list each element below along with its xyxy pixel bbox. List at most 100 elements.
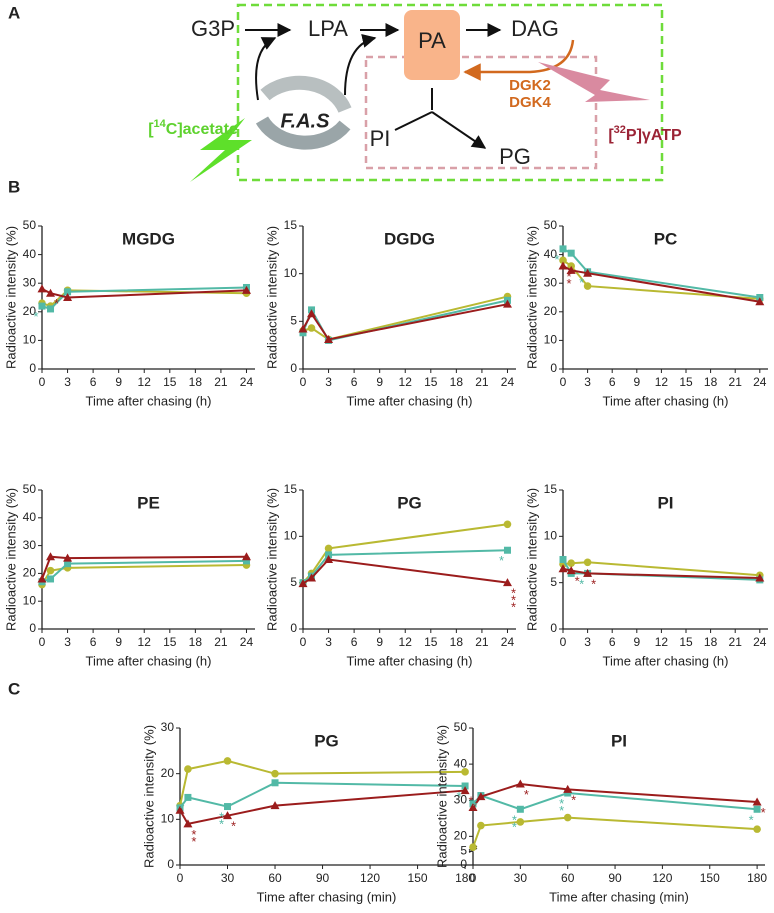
mark-char: * bbox=[472, 799, 477, 814]
x-tick-label: 9 bbox=[376, 375, 383, 389]
point bbox=[47, 575, 55, 583]
mark-char: * bbox=[749, 813, 754, 828]
point bbox=[63, 553, 73, 562]
mark-char: * bbox=[559, 803, 564, 818]
significance-mark: * bbox=[231, 819, 236, 834]
point bbox=[242, 557, 250, 565]
node-label: PI bbox=[370, 126, 391, 151]
pa-box bbox=[404, 10, 460, 80]
point bbox=[559, 256, 567, 265]
series-line bbox=[41, 288, 247, 299]
significance-mark: * bbox=[472, 799, 477, 814]
x-axis-label: Time after chasing (h) bbox=[347, 393, 473, 408]
node-label: G3P bbox=[191, 16, 235, 41]
point bbox=[515, 779, 525, 788]
diagram: A G3P LPA PA DAG PI PG F.A.S [14C]acetat… bbox=[8, 3, 682, 182]
chart: 0 10 20 30 40 50 0 3 6 9 12 15 18 21 24 Time after chas… bbox=[3, 218, 255, 408]
x-tick-label: 18 bbox=[450, 635, 464, 649]
x-tick-label: 30 bbox=[221, 871, 235, 885]
y-tick-label: 30 bbox=[161, 720, 175, 734]
x-tick-label: 24 bbox=[753, 375, 767, 389]
y-tick-label: 20 bbox=[454, 829, 468, 843]
x-tick-label: 9 bbox=[115, 635, 122, 649]
significance-mark: * bbox=[571, 793, 576, 808]
mark-char: * bbox=[191, 827, 196, 842]
x-tick-label: 18 bbox=[450, 375, 464, 389]
point bbox=[38, 302, 46, 310]
x-tick-label: 15 bbox=[424, 635, 438, 649]
y-tick-label: 40 bbox=[23, 510, 37, 524]
y-tick-label: 15 bbox=[284, 482, 298, 496]
point bbox=[583, 282, 592, 290]
x-tick-label: 21 bbox=[214, 375, 228, 389]
x-tick-label: 6 bbox=[609, 375, 616, 389]
x-tick-label: 30 bbox=[514, 871, 528, 885]
point bbox=[461, 782, 469, 790]
point bbox=[469, 843, 477, 851]
x-tick-label: 120 bbox=[360, 871, 380, 885]
arrow bbox=[255, 37, 277, 101]
y-tick-label: 5 bbox=[290, 575, 297, 589]
point bbox=[566, 566, 576, 575]
point bbox=[324, 334, 334, 343]
point bbox=[583, 268, 593, 277]
point bbox=[583, 568, 593, 577]
x-axis-label: Time after chasing (h) bbox=[86, 393, 212, 408]
mark-char: * bbox=[511, 600, 516, 615]
series-line bbox=[562, 265, 760, 303]
point bbox=[63, 293, 73, 301]
text-part: [ bbox=[148, 121, 154, 138]
point bbox=[270, 801, 280, 810]
dgk-label: DGK4 bbox=[509, 94, 551, 111]
y-tick-label: 50 bbox=[454, 720, 468, 734]
point bbox=[558, 261, 568, 270]
y-tick-label: 10 bbox=[161, 812, 175, 826]
significance-mark: ** bbox=[512, 813, 517, 835]
x-tick-label: 15 bbox=[163, 635, 177, 649]
point bbox=[558, 564, 568, 573]
x-tick-label: 6 bbox=[609, 635, 616, 649]
point bbox=[224, 803, 232, 811]
series-line bbox=[472, 791, 758, 811]
x-tick-label: 24 bbox=[240, 375, 254, 389]
x-tick-label: 24 bbox=[753, 635, 767, 649]
point bbox=[503, 546, 511, 554]
node-label: PG bbox=[499, 144, 531, 169]
dgk-arrow bbox=[463, 39, 575, 81]
y-tick-label: 30 bbox=[23, 275, 37, 289]
x-tick-label: 0 bbox=[470, 871, 477, 885]
x-tick-label: 21 bbox=[475, 375, 489, 389]
x-axis-label: Time after chasing (min) bbox=[549, 889, 689, 904]
x-tick-label: 0 bbox=[39, 635, 46, 649]
mark-char: * bbox=[512, 813, 517, 828]
significance-mark: ** bbox=[559, 796, 564, 818]
mark-char: * bbox=[575, 574, 580, 589]
mark-char: * bbox=[499, 554, 504, 569]
series-line bbox=[302, 523, 508, 584]
x-tick-label: 9 bbox=[115, 375, 122, 389]
significance-mark: * bbox=[579, 577, 584, 592]
series-line bbox=[41, 286, 247, 311]
point bbox=[476, 792, 486, 801]
significance-mark: * bbox=[499, 554, 504, 569]
y-tick-label: 0 bbox=[29, 621, 36, 635]
point bbox=[184, 793, 192, 801]
significance-mark: * bbox=[749, 813, 754, 828]
x-tick-label: 0 bbox=[300, 375, 307, 389]
point bbox=[559, 556, 567, 563]
y-axis-label: Radioactive intensity (%) bbox=[524, 488, 539, 631]
y-axis-label: Radioactive intensity (%) bbox=[434, 725, 449, 868]
point bbox=[460, 786, 470, 795]
x-tick-label: 0 bbox=[560, 635, 567, 649]
y-tick-label: 10 bbox=[23, 333, 37, 347]
series-line bbox=[472, 782, 758, 809]
point bbox=[46, 566, 55, 575]
significance-mark: ** bbox=[191, 827, 196, 849]
point bbox=[755, 573, 765, 582]
x-tick-label: 21 bbox=[729, 375, 743, 389]
point bbox=[223, 757, 232, 765]
chart-title: PG bbox=[397, 493, 422, 512]
x-tick-label: 60 bbox=[561, 871, 575, 885]
